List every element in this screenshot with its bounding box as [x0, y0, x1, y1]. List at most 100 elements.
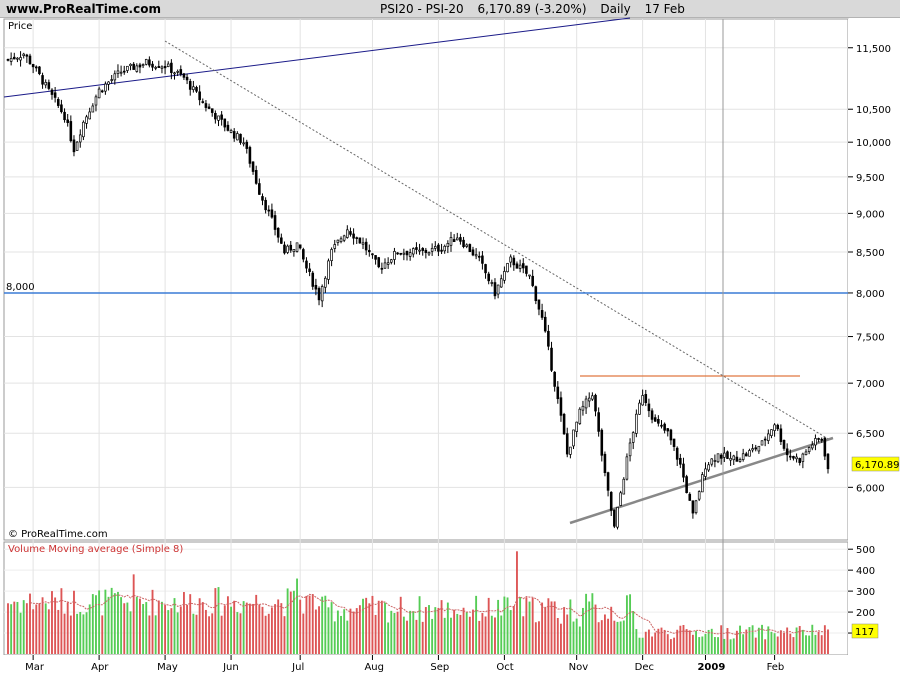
candle-body: [650, 410, 654, 420]
volume-bar: [770, 631, 773, 654]
candle-body: [242, 142, 245, 145]
candle-body: [188, 81, 192, 90]
time-tick-label: Mar: [25, 662, 45, 673]
volume-bar: [358, 605, 361, 654]
volume-bar: [795, 627, 798, 654]
volume-bar: [104, 589, 107, 654]
site-name[interactable]: www.ProRealTime.com: [6, 2, 161, 16]
candle-body: [336, 239, 340, 243]
volume-bar: [487, 597, 490, 654]
volume-bar: [644, 631, 647, 654]
candle-body: [276, 227, 280, 238]
candle-body: [443, 245, 446, 252]
candle-body: [732, 455, 736, 461]
candle-body: [575, 421, 578, 432]
volume-bar: [173, 598, 176, 654]
volume-bar: [553, 601, 556, 654]
candle-body: [493, 282, 497, 297]
candle-body: [792, 455, 795, 459]
candle-body: [452, 239, 456, 243]
candle-body: [638, 402, 641, 415]
volume-bar: [261, 606, 264, 654]
candle-body: [499, 278, 503, 288]
candle-body: [330, 249, 333, 262]
candle-body: [41, 75, 44, 85]
candle-body: [581, 405, 585, 411]
candle-body: [647, 403, 651, 412]
descending-trend-line[interactable]: [164, 40, 831, 441]
volume-bar: [239, 613, 242, 654]
candle-body: [600, 429, 604, 456]
volume-bar: [638, 637, 641, 654]
price-axis: 6,000 6,500 7,000 7,500 8,000 8,500 9,000 9,500…: [848, 44, 891, 494]
volume-bar: [625, 595, 628, 654]
volume-bar: [25, 603, 28, 654]
candle-body: [767, 433, 770, 441]
volume-bar: [82, 614, 85, 654]
candle-body: [763, 438, 767, 441]
volume-bar: [176, 612, 179, 654]
price-tick-label: 9,000: [856, 209, 885, 220]
volume-bar: [44, 603, 47, 654]
volume-bar: [19, 612, 22, 654]
volume-bar: [704, 633, 707, 654]
volume-bar: [336, 610, 339, 654]
candle-body: [339, 238, 343, 242]
volume-bar: [688, 630, 691, 654]
candle-body: [631, 432, 635, 443]
candle-body: [484, 264, 487, 274]
candle-body: [129, 63, 132, 67]
volume-bar: [446, 602, 449, 654]
volume-bar: [462, 607, 465, 654]
price-tick-label: 6,000: [856, 483, 885, 494]
candle-body: [324, 277, 327, 288]
volume-bar: [808, 635, 811, 654]
volume-bar: [54, 597, 57, 654]
candle-body: [179, 69, 183, 75]
volume-bar: [522, 616, 525, 654]
volume-bar: [29, 593, 31, 654]
candle-body: [69, 121, 73, 142]
volume-bar: [208, 616, 211, 654]
candle-body: [603, 453, 607, 473]
candle-body: [776, 424, 780, 430]
candle-body: [97, 88, 101, 99]
volume-bar: [277, 599, 280, 654]
candle-body: [236, 133, 239, 141]
candle-body: [569, 446, 572, 455]
price-tick-label: 10,000: [856, 138, 891, 149]
candle-body: [314, 284, 318, 290]
candle-body: [390, 259, 393, 263]
volume-bar: [230, 606, 233, 654]
candle-body: [663, 423, 666, 431]
candle-body: [594, 394, 597, 412]
candle-body: [826, 453, 830, 470]
volume-bar: [324, 595, 327, 654]
price-tick-label: 7,000: [856, 379, 885, 390]
volume-bar: [814, 634, 817, 654]
candle-body: [166, 63, 170, 67]
volume-bar: [60, 588, 63, 654]
candle-body: [748, 450, 751, 457]
last-volume-tag: [851, 623, 879, 639]
candle-body: [355, 237, 359, 239]
time-tick-label: Aug: [364, 662, 384, 673]
candle-body: [741, 453, 745, 460]
volume-bar: [217, 587, 220, 654]
volume-bar: [192, 613, 195, 654]
candle-body: [559, 397, 563, 416]
volume-bar: [79, 611, 82, 654]
candle-body: [512, 257, 516, 266]
candle-body: [85, 116, 88, 124]
volume-bar: [786, 627, 789, 654]
candle-body: [726, 451, 729, 459]
volume-bar: [647, 629, 650, 654]
price-tick-label: 7,500: [856, 333, 885, 344]
volume-bar: [69, 615, 72, 654]
price-tick-label: 6,500: [856, 429, 885, 440]
volume-bar: [384, 602, 386, 654]
candle-body: [531, 275, 534, 286]
candle-body: [490, 282, 494, 284]
volume-bar: [365, 597, 368, 654]
